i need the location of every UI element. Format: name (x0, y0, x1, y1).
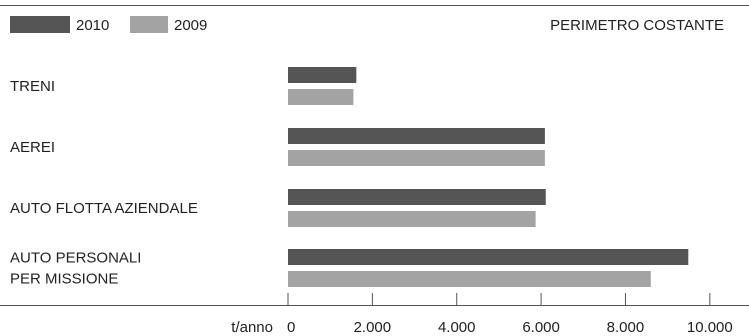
x-tick-label: 6.000 (522, 319, 560, 336)
x-axis-label: t/anno (231, 319, 273, 336)
x-tick-label: 0 (287, 319, 295, 336)
x-tick-label: 10.000 (687, 319, 733, 336)
legend: 2010 2009 (10, 16, 207, 34)
category-label: AUTO FLOTTA AZIENDALE (10, 200, 198, 217)
bar-2010 (288, 67, 357, 83)
bar-2009 (288, 150, 545, 166)
x-axis: 0 2.000 4.000 6.000 8.000 10.000 (287, 293, 733, 336)
bars (288, 67, 689, 287)
category-label: TRENI (10, 78, 55, 95)
category-label: AUTO PERSONALI (10, 250, 141, 267)
x-tick-label: 4.000 (438, 319, 476, 336)
legend-label-2010: 2010 (76, 17, 109, 34)
bar-2010 (288, 189, 546, 205)
bar-2009 (288, 271, 651, 287)
category-label: AEREI (10, 139, 55, 156)
bar-2009 (288, 89, 354, 105)
bar-2010 (288, 128, 545, 144)
legend-swatch-2010 (10, 16, 70, 33)
x-tick-label: 8.000 (607, 319, 645, 336)
category-label: PER MISSIONE (10, 271, 118, 288)
chart-annotation: PERIMETRO COSTANTE (550, 17, 724, 34)
bar-2010 (288, 249, 689, 265)
legend-label-2009: 2009 (174, 17, 207, 34)
x-tick-label: 2.000 (354, 319, 392, 336)
bar-2009 (288, 211, 536, 227)
category-labels: TRENI AEREI AUTO FLOTTA AZIENDALE AUTO PERS… (10, 78, 198, 288)
legend-swatch-2009 (130, 16, 168, 33)
